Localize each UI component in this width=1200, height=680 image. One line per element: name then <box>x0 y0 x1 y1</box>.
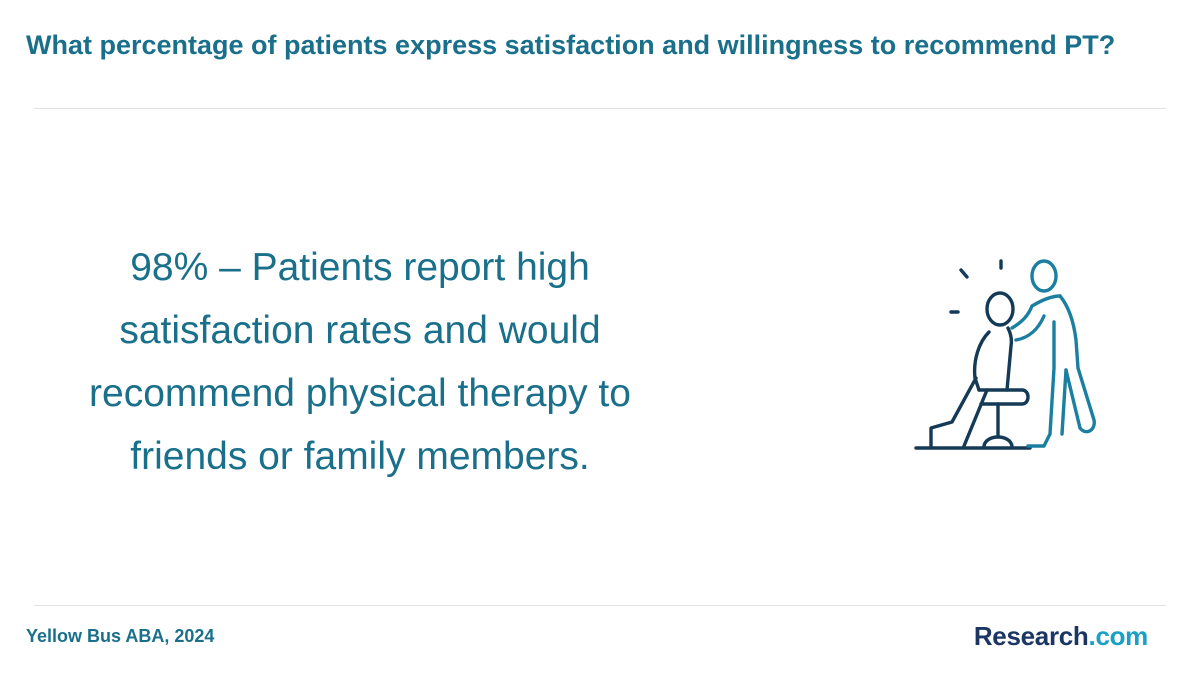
seated-patient <box>914 291 1032 450</box>
pain-rays <box>949 259 1003 314</box>
footer-divider <box>34 605 1166 606</box>
research-com-logo[interactable]: Research.com <box>974 620 1148 652</box>
source-citation: Yellow Bus ABA, 2024 <box>26 626 215 646</box>
header-divider <box>34 108 1166 109</box>
logo-wordmark-main: Research <box>973 621 1089 651</box>
therapist <box>1010 259 1096 448</box>
logo-wordmark-accent: .com <box>1088 621 1149 651</box>
physical-therapy-icon <box>904 250 1124 460</box>
statistic-statement: 98% – Patients report high satisfaction … <box>89 246 631 478</box>
page-title: What percentage of patients express sati… <box>26 30 1116 60</box>
